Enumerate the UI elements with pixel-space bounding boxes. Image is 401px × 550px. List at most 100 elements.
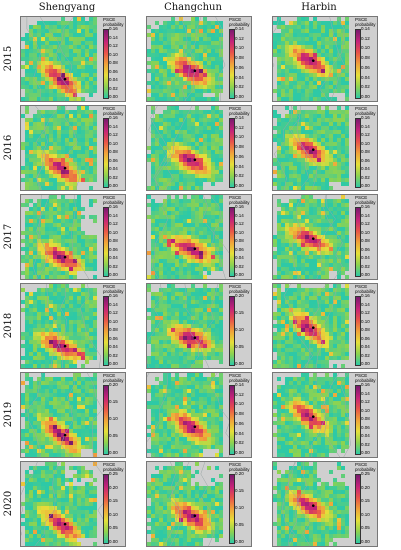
grid-cell [73, 146, 77, 150]
grid-cell [183, 235, 187, 239]
grid-cell [73, 389, 77, 393]
grid-cell [341, 304, 345, 308]
grid-cell [325, 150, 329, 154]
grid-cell [341, 292, 345, 296]
grid-cell [277, 239, 281, 243]
grid-cell [317, 211, 321, 215]
grid-cell [341, 223, 345, 227]
grid-cell [33, 401, 37, 405]
grid-cell [77, 340, 81, 344]
grid-cell [155, 255, 159, 259]
grid-cell [281, 211, 285, 215]
grid-cell [187, 340, 191, 344]
grid-cell [345, 37, 349, 41]
grid-cell [41, 81, 45, 85]
grid-cell [309, 49, 313, 53]
grid-cell [89, 421, 93, 425]
grid-cell [219, 85, 223, 89]
grid-cell [61, 304, 65, 308]
grid-cell [41, 288, 45, 292]
grid-cell [333, 61, 337, 65]
grid-cell [151, 263, 155, 267]
grid-cell [155, 89, 159, 93]
grid-cell [285, 45, 289, 49]
grid-cell [179, 186, 183, 190]
colorbar-tick-label: 0.06 [235, 64, 244, 70]
grid-cell [37, 441, 41, 445]
grid-cell [207, 45, 211, 49]
grid-cell [329, 45, 333, 49]
grid-cell [41, 292, 45, 296]
grid-cell [167, 77, 171, 81]
grid-cell [297, 89, 301, 93]
colorbar-tick-label: 0.12 [109, 43, 118, 48]
grid-cell [317, 239, 321, 243]
grid-cell [199, 332, 203, 336]
grid-cell [93, 73, 97, 77]
grid-cell [49, 429, 53, 433]
grid-cell [49, 89, 53, 93]
grid-cell [203, 97, 207, 101]
grid-cell [289, 348, 293, 352]
grid-cell [81, 134, 85, 138]
grid-cell [207, 255, 211, 259]
grid-cell [163, 150, 167, 154]
colorbar-tick-label: 0.10 [361, 140, 370, 146]
grid-cell [333, 336, 337, 340]
grid-cell [163, 296, 167, 300]
grid-cell [171, 352, 175, 356]
grid-cell [313, 207, 317, 211]
grid-cell [309, 146, 313, 150]
grid-cell [203, 348, 207, 352]
grid-cell [207, 199, 211, 203]
grid-cell [163, 170, 167, 174]
grid-cell [41, 304, 45, 308]
grid-cell [345, 288, 349, 292]
grid-cell [309, 170, 313, 174]
grid-cell [73, 344, 77, 348]
grid-cell [317, 324, 321, 328]
grid-cell [309, 134, 313, 138]
grid-cell [285, 364, 289, 368]
grid-cell [57, 300, 61, 304]
grid-cell [199, 364, 203, 368]
grid-cell [297, 300, 301, 304]
grid-cell [175, 81, 179, 85]
grid-cell [29, 122, 33, 126]
grid-cell [25, 146, 29, 150]
grid-cell [49, 178, 53, 182]
grid-cell [65, 324, 69, 328]
grid-cell [285, 267, 289, 271]
grid-cell [57, 199, 61, 203]
grid-cell [53, 243, 57, 247]
grid-cell [93, 453, 97, 457]
grid-cell [25, 150, 29, 154]
grid-cell [175, 207, 179, 211]
grid-cell [65, 247, 69, 251]
grid-cell [333, 340, 337, 344]
grid-cell [167, 25, 171, 29]
colorbar-tick-label: 0.12 [109, 310, 118, 315]
grid-cell [37, 344, 41, 348]
grid-cell [321, 199, 325, 203]
grid-cell [89, 69, 93, 73]
boundary-line [164, 106, 193, 190]
grid-cell [305, 328, 309, 332]
colorbar-tick-label: 0.14 [361, 123, 370, 129]
grid-cell [49, 300, 53, 304]
grid-cell [325, 271, 329, 275]
grid-cell [61, 421, 65, 425]
grid-cell [289, 158, 293, 162]
grid-cell [147, 195, 151, 199]
grid-cell [151, 45, 155, 49]
grid-cell [49, 308, 53, 312]
grid-cell [61, 263, 65, 267]
grid-cell [309, 320, 313, 324]
grid-cell [69, 445, 73, 449]
grid-cell [187, 21, 191, 25]
grid-cell [61, 41, 65, 45]
grid-cell [317, 142, 321, 146]
grid-cell [73, 381, 77, 385]
grid-cell [281, 239, 285, 243]
grid-cell [273, 275, 277, 279]
